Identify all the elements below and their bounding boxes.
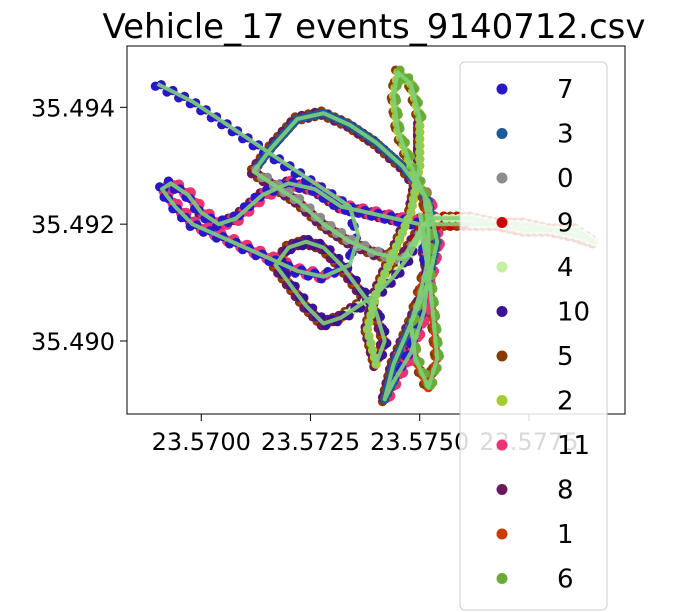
legend-marker bbox=[496, 528, 508, 540]
legend-marker bbox=[496, 306, 508, 317]
legend-label: 10 bbox=[557, 298, 590, 328]
legend-marker bbox=[496, 261, 508, 273]
x-tick-label: 23.5700 bbox=[152, 428, 251, 456]
y-tick-label: 35.494 bbox=[31, 94, 115, 122]
y-tick-label: 35.492 bbox=[31, 211, 115, 239]
legend-marker bbox=[496, 172, 508, 184]
legend-label: 0 bbox=[557, 164, 574, 194]
legend-label: 6 bbox=[557, 565, 574, 595]
legend-label: 3 bbox=[557, 120, 574, 150]
route-line bbox=[156, 70, 597, 402]
legend-label: 4 bbox=[557, 253, 574, 283]
legend-marker bbox=[496, 350, 508, 362]
x-tick-label: 23.5725 bbox=[261, 428, 360, 456]
chart-title: Vehicle_17 events_9140712.csv bbox=[103, 7, 646, 47]
legend-marker bbox=[496, 83, 508, 95]
legend-label: 11 bbox=[557, 431, 590, 461]
legend-marker bbox=[496, 484, 508, 495]
x-tick-label: 23.5750 bbox=[370, 428, 469, 456]
plot-frame bbox=[126, 45, 626, 415]
legend-marker bbox=[496, 128, 508, 139]
y-tick-label: 35.490 bbox=[31, 328, 115, 356]
legend-label: 7 bbox=[557, 75, 574, 105]
legend-marker bbox=[496, 573, 508, 584]
legend-marker bbox=[496, 439, 508, 451]
legend: 7 3 0 9 4 10 5 2 11 8 1 6 bbox=[459, 61, 608, 611]
legend-label: 2 bbox=[557, 387, 574, 417]
y-axis: 35.490 35.492 35.494 bbox=[31, 94, 127, 356]
legend-label: 5 bbox=[557, 342, 574, 372]
legend-label: 1 bbox=[557, 520, 574, 550]
legend-marker bbox=[496, 217, 508, 228]
legend-marker bbox=[496, 395, 508, 406]
legend-box bbox=[459, 61, 608, 611]
legend-label: 8 bbox=[557, 476, 574, 506]
legend-label: 9 bbox=[557, 209, 574, 239]
